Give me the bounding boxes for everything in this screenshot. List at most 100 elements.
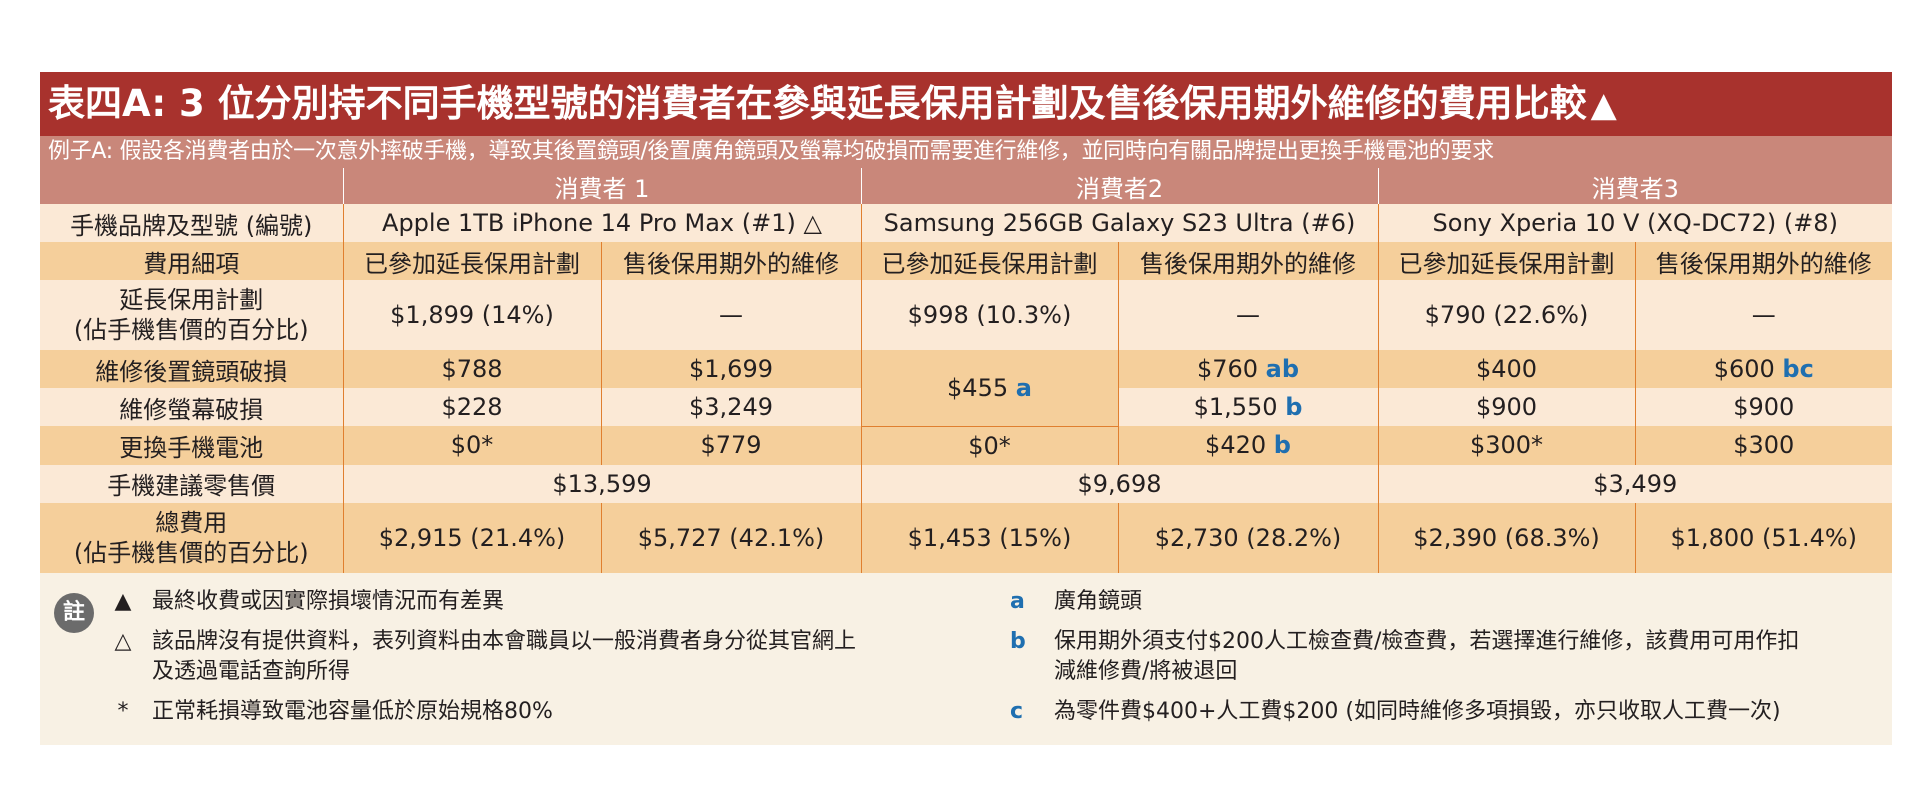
table-cell: $1,800 (51.4%)	[1634, 502, 1892, 573]
triangle-filled-icon: ▲	[114, 588, 132, 614]
col-header-out-warranty: 售後保用期外的維修	[600, 242, 861, 280]
note-badge: 註	[54, 592, 94, 633]
row-label-screen: 維修螢幕破損	[40, 388, 343, 426]
label-line: (佔手機售價的百分比)	[73, 316, 309, 344]
footnote-tag: bc	[1782, 355, 1814, 383]
table-cell: $998 (10.3%)	[860, 280, 1118, 350]
note-item: a 廣角鏡頭	[1010, 587, 1880, 617]
note-item: b 保用期外須支付$200人工檢查費/檢查費，若選擇進行維修，該費用可用作扣 減維…	[1010, 627, 1880, 687]
table-cell: $9,698	[860, 464, 1378, 503]
table-cell: $779	[600, 426, 861, 465]
cell-value: $760	[1196, 355, 1259, 383]
col-header-plan: 已參加延長保用計劃	[860, 242, 1118, 280]
cell-value: $1,550	[1193, 393, 1278, 421]
row-label-extended-plan: 延長保用計劃 (佔手機售價的百分比)	[40, 280, 343, 350]
footnote-key: c	[1010, 698, 1024, 724]
cell-value: $600	[1713, 355, 1775, 383]
col-header-plan: 已參加延長保用計劃	[1377, 242, 1635, 280]
note-text: 保用期外須支付$200人工檢查費/檢查費，若選擇進行維修，該費用可用作扣 減維修費…	[1054, 627, 1799, 687]
table-cell: $228	[342, 388, 601, 426]
note-text: 為零件費$400+人工費$200 (如同時維修多項損毀，亦只收取人工費一次)	[1054, 698, 1781, 724]
table-row: 手機品牌及型號 (編號) Apple 1TB iPhone 14 Pro Max…	[40, 204, 1892, 242]
note-line: 及透過電話查詢所得	[152, 658, 351, 684]
table-cell: $1,550 b	[1117, 388, 1378, 426]
note-item: △ 該品牌沒有提供資料，表列資料由本會職員以一般消費者身分從其官網上 及透過電話查…	[108, 627, 988, 687]
table-cell-merged: $455 a	[860, 350, 1118, 426]
comparison-sheet: 表四A: 3 位分別持不同手機型號的消費者在參與延長保用計劃及售後保用期外維修的…	[40, 72, 1892, 745]
note-item: c 為零件費$400+人工費$200 (如同時維修多項損毀，亦只收取人工費一次)	[1010, 697, 1880, 727]
table-cell: $300	[1634, 426, 1892, 465]
note-line: 該品牌沒有提供資料，表列資料由本會職員以一般消費者身分從其官網上	[152, 628, 857, 654]
note-line: 減維修費/將被退回	[1054, 658, 1238, 684]
header-blank	[40, 168, 343, 204]
triangle-outline-icon: △	[114, 628, 132, 654]
row-label-total: 總費用 (佔手機售價的百分比)	[40, 502, 343, 573]
title-text: 表四A: 3 位分別持不同手機型號的消費者在參與延長保用計劃及售後保用期外維修的…	[48, 82, 1587, 125]
table-row: 維修螢幕破損 $228 $3,249 $1,550 b $900 $900	[40, 388, 1892, 426]
table-cell: $5,727 (42.1%)	[600, 502, 861, 573]
asterisk-icon: *	[117, 698, 129, 724]
table-cell: $3,499	[1377, 464, 1892, 503]
table-cell: $1,453 (15%)	[860, 502, 1118, 573]
col-header-plan: 已參加延長保用計劃	[342, 242, 601, 280]
footnote-key: b	[1010, 628, 1026, 654]
note-text: 廣角鏡頭	[1054, 588, 1143, 614]
note-text: 正常耗損導致電池容量低於原始規格80%	[152, 698, 553, 724]
table-cell: —	[1634, 280, 1892, 350]
table-title: 表四A: 3 位分別持不同手機型號的消費者在參與延長保用計劃及售後保用期外維修的…	[40, 72, 1892, 136]
consumer-3-header: 消費者3	[1377, 168, 1892, 204]
model-consumer-3: Sony Xperia 10 V (XQ-DC72) (#8)	[1377, 204, 1892, 242]
model-consumer-2: Samsung 256GB Galaxy S23 Ultra (#6)	[860, 204, 1378, 242]
note-item: ▲ 最終收費或因實際損壞情況而有差異	[108, 587, 988, 617]
note-text: 最終收費或因實際損壞情況而有差異	[152, 588, 505, 614]
footnote-tag: a	[1015, 373, 1032, 402]
col-header-out-warranty: 售後保用期外的維修	[1117, 242, 1378, 280]
table-cell: $900	[1634, 388, 1892, 426]
label-line: (佔手機售價的百分比)	[73, 538, 309, 567]
triangle-filled-icon: ▲	[1590, 85, 1617, 125]
table-cell: $1,699	[600, 350, 861, 388]
row-label-detail: 費用細項	[40, 242, 343, 280]
table-row: 費用細項 已參加延長保用計劃 售後保用期外的維修 已參加延長保用計劃 售後保用期…	[40, 242, 1892, 280]
table-cell: $790 (22.6%)	[1377, 280, 1635, 350]
table-row: 維修後置鏡頭破損 $788 $1,699 $455 a $760 ab $400…	[40, 350, 1892, 426]
footnote-tag: ab	[1265, 355, 1300, 383]
table-cell: —	[1117, 280, 1378, 350]
notes-panel: 註 ▲ 最終收費或因實際損壞情況而有差異 △ 該品牌沒有提供資料，表列資料由本會…	[40, 572, 1892, 745]
table-cell: $2,915 (21.4%)	[342, 502, 601, 573]
table-cell: $788	[342, 350, 601, 388]
table-row: 手機建議零售價 $13,599 $9,698 $3,499	[40, 464, 1892, 503]
label-line: 總費用	[155, 508, 228, 537]
table-cell: $900	[1377, 388, 1635, 426]
table-cell: —	[600, 280, 861, 350]
table-cell: $2,390 (68.3%)	[1377, 502, 1635, 573]
table-cell: $3,249	[600, 388, 861, 426]
footnote-key: a	[1010, 588, 1025, 614]
note-item: * 正常耗損導致電池容量低於原始規格80%	[108, 697, 988, 727]
cost-comparison-table: 消費者 1 消費者2 消費者3 手機品牌及型號 (編號) Apple 1TB i…	[40, 168, 1892, 573]
table-row: 消費者 1 消費者2 消費者3	[40, 168, 1892, 204]
cell-value: $455	[947, 373, 1009, 402]
table-row: 總費用 (佔手機售價的百分比) $2,915 (21.4%) $5,727 (42…	[40, 502, 1892, 573]
table-cell: $760 ab	[1117, 350, 1378, 388]
table-cell: $420 b	[1117, 426, 1378, 465]
footnote-tag: b	[1285, 393, 1303, 421]
cell-value: $420	[1205, 431, 1267, 460]
model-consumer-1: Apple 1TB iPhone 14 Pro Max (#1) △	[342, 204, 861, 242]
col-header-out-warranty: 售後保用期外的維修	[1634, 242, 1892, 280]
consumer-1-header: 消費者 1	[342, 168, 861, 204]
table-subtitle: 例子A: 假設各消費者由於一次意外摔破手機，導致其後置鏡頭/後置廣角鏡頭及螢幕均…	[40, 136, 1892, 168]
table-row: 延長保用計劃 (佔手機售價的百分比) $1,899 (14%) — $998 (1…	[40, 280, 1892, 350]
table-cell: $0*	[342, 426, 601, 465]
row-label-rrp: 手機建議零售價	[40, 464, 343, 503]
row-label-battery: 更換手機電池	[40, 426, 343, 465]
note-line: 保用期外須支付$200人工檢查費/檢查費，若選擇進行維修，該費用可用作扣	[1054, 628, 1800, 654]
table-cell: $400	[1377, 350, 1635, 388]
row-label-lens: 維修後置鏡頭破損	[40, 350, 343, 388]
table-cell: $600 bc	[1634, 350, 1892, 388]
table-cell: $2,730 (28.2%)	[1117, 502, 1378, 573]
footnote-tag: b	[1273, 431, 1291, 460]
consumer-2-header: 消費者2	[860, 168, 1378, 204]
row-label-model: 手機品牌及型號 (編號)	[40, 204, 343, 242]
table-cell: $0*	[860, 425, 1118, 465]
